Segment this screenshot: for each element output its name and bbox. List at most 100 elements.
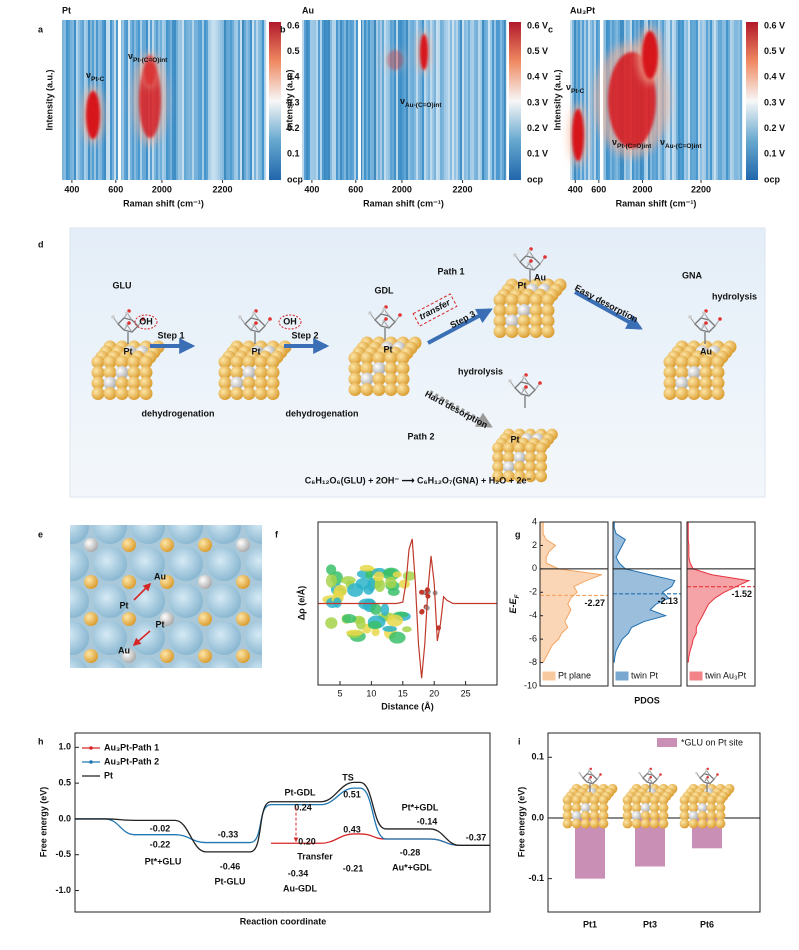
atom bbox=[541, 314, 555, 328]
axis-break bbox=[600, 19, 603, 187]
heatmap-streak bbox=[736, 20, 739, 180]
atom bbox=[715, 803, 726, 813]
atom bbox=[160, 538, 174, 552]
heatmap-streak bbox=[108, 20, 111, 180]
atom bbox=[242, 355, 256, 369]
atom bbox=[348, 351, 362, 365]
annotation: νPt-(C=O)int bbox=[128, 51, 168, 64]
atom bbox=[207, 584, 241, 618]
heatmap-streak bbox=[454, 20, 457, 180]
slab bbox=[91, 340, 165, 400]
heatmap-streak bbox=[192, 20, 195, 180]
heatmap-streak bbox=[336, 20, 339, 180]
x-tick-label: 2200 bbox=[453, 184, 473, 194]
atom bbox=[529, 293, 543, 307]
heatmap-streak bbox=[306, 20, 309, 180]
y-axis-label: Δρ (e/Å) bbox=[296, 586, 306, 621]
chart-title: Au₃Pt bbox=[570, 5, 595, 15]
atom bbox=[517, 314, 531, 328]
heatmap-streak bbox=[670, 20, 673, 180]
y-tick-label: 2 bbox=[532, 540, 537, 550]
atom bbox=[697, 818, 708, 829]
heatmap-streak bbox=[718, 20, 721, 180]
heatmap-streak bbox=[238, 20, 241, 180]
heatmap-streak bbox=[380, 20, 383, 180]
annotation: νPt-C bbox=[86, 70, 105, 83]
atom-label: Au bbox=[154, 571, 166, 581]
atom bbox=[580, 810, 591, 821]
pdos-line bbox=[687, 522, 751, 663]
atom bbox=[658, 795, 669, 805]
energy-path bbox=[75, 787, 490, 847]
heatmap-streak bbox=[184, 20, 187, 180]
x-axis-label: Raman shift (cm⁻¹) bbox=[123, 198, 204, 208]
value-label: 0.43 bbox=[343, 824, 361, 834]
heatmap bbox=[302, 20, 507, 180]
atom bbox=[93, 525, 127, 544]
atom bbox=[699, 355, 713, 369]
atom bbox=[658, 810, 669, 821]
legend-swatch bbox=[615, 671, 629, 681]
heatmap-streak bbox=[682, 20, 685, 180]
row-label: 0.1 V bbox=[287, 149, 308, 159]
atom bbox=[230, 387, 244, 400]
isosurface bbox=[389, 631, 406, 644]
heatmap-streak bbox=[114, 20, 117, 180]
molecule bbox=[368, 305, 402, 340]
heatmap-streak bbox=[68, 20, 71, 180]
heatmap-streak bbox=[62, 20, 65, 180]
atom bbox=[589, 776, 592, 779]
heatmap-streak bbox=[234, 20, 237, 180]
atom bbox=[115, 355, 129, 369]
row-label: 0.5 V bbox=[287, 46, 308, 56]
heatmap-streak bbox=[578, 20, 581, 180]
atom bbox=[571, 810, 582, 821]
heatmap-streak bbox=[460, 20, 463, 180]
pdos-fill bbox=[540, 522, 602, 663]
atom bbox=[517, 304, 531, 317]
isosurface bbox=[347, 583, 364, 597]
heatmap-streak bbox=[120, 20, 123, 180]
panel-label: d bbox=[38, 239, 44, 249]
heatmap-streak bbox=[408, 20, 411, 180]
y-axis-label: Intensity (a.u.) bbox=[44, 69, 54, 130]
atom bbox=[252, 311, 256, 315]
atom bbox=[141, 317, 145, 321]
atom bbox=[348, 383, 362, 396]
atom bbox=[699, 366, 713, 379]
atom bbox=[502, 451, 515, 464]
x-axis-label: Raman shift (cm⁻¹) bbox=[616, 198, 697, 208]
atom bbox=[218, 355, 232, 369]
heatmap-streak bbox=[330, 20, 333, 180]
atom bbox=[649, 795, 660, 805]
heatmap-streak bbox=[436, 20, 439, 180]
state-label: Pt-GLU bbox=[215, 876, 246, 886]
heatmap-streak bbox=[196, 20, 199, 180]
heatmap-streak bbox=[244, 20, 247, 180]
atom bbox=[706, 818, 717, 829]
site-label: Pt bbox=[384, 344, 393, 354]
heatmap-hotspot bbox=[420, 34, 428, 70]
heatmap-streak bbox=[316, 20, 319, 180]
atom bbox=[589, 818, 600, 829]
heatmap-streak bbox=[128, 20, 131, 180]
atom bbox=[711, 376, 725, 390]
heatmap-streak bbox=[372, 20, 375, 180]
heatmap-streak bbox=[384, 20, 387, 180]
heatmap-streak bbox=[200, 20, 203, 180]
molecule bbox=[238, 309, 272, 344]
atom bbox=[242, 366, 256, 379]
atom bbox=[115, 376, 129, 390]
atom bbox=[493, 293, 507, 307]
hydrolysis-label: hydrolysis bbox=[712, 291, 757, 301]
row-label: ocp bbox=[527, 174, 544, 184]
heatmap-streak bbox=[474, 20, 477, 180]
heatmap-streak bbox=[342, 20, 345, 180]
heatmap-streak bbox=[368, 20, 371, 180]
atom bbox=[372, 362, 386, 375]
atom bbox=[541, 293, 555, 307]
atom bbox=[580, 818, 591, 829]
x-tick-label: 400 bbox=[568, 184, 583, 194]
atom bbox=[384, 362, 398, 375]
x-tick-label: Pt6 bbox=[700, 919, 714, 929]
